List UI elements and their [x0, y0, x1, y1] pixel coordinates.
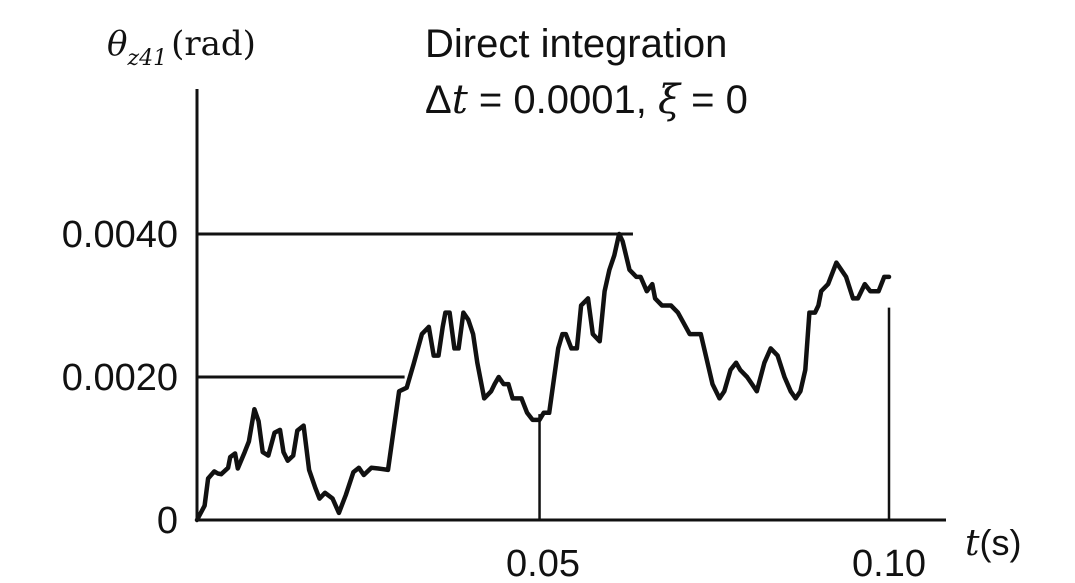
x-axis-label: t(s)	[965, 522, 1021, 564]
xi-variable: ξ	[658, 77, 682, 123]
y-axis-subscript: z41	[126, 46, 167, 71]
series-group	[194, 231, 892, 523]
x-tick-label-1: 0.10	[852, 543, 926, 583]
delta-symbol: Δ	[425, 78, 452, 122]
y-axis-unit: (rad)	[171, 24, 256, 64]
y-tick-label-2: 0.0040	[62, 214, 178, 256]
y-tick-label-0: 0	[157, 500, 178, 542]
x-tick-labels: 0.05 0.10	[506, 543, 926, 583]
x-axis-variable: t	[965, 523, 980, 564]
x-axis-unit: (s)	[979, 522, 1021, 563]
y-axis-symbol: θ	[107, 24, 127, 64]
reference-lines	[197, 232, 633, 379]
y-axis-label: θz41 (rad)	[107, 24, 256, 71]
dt-variable: t	[452, 77, 469, 123]
x-tick-label-0: 0.05	[506, 543, 580, 583]
dt-value: = 0.0001,	[468, 78, 658, 122]
xi-value: = 0	[680, 78, 748, 122]
y-tick-label-1: 0.0020	[62, 357, 178, 399]
chart-subtitle: Δt = 0.0001, ξ = 0	[425, 77, 748, 123]
chart-title-block: Direct integration Δt = 0.0001, ξ = 0	[425, 22, 748, 123]
series-line-0	[194, 231, 892, 523]
y-tick-labels: 0 0.0020 0.0040	[62, 214, 178, 542]
chart-title: Direct integration	[425, 22, 727, 66]
marker-lines	[538, 307, 891, 520]
